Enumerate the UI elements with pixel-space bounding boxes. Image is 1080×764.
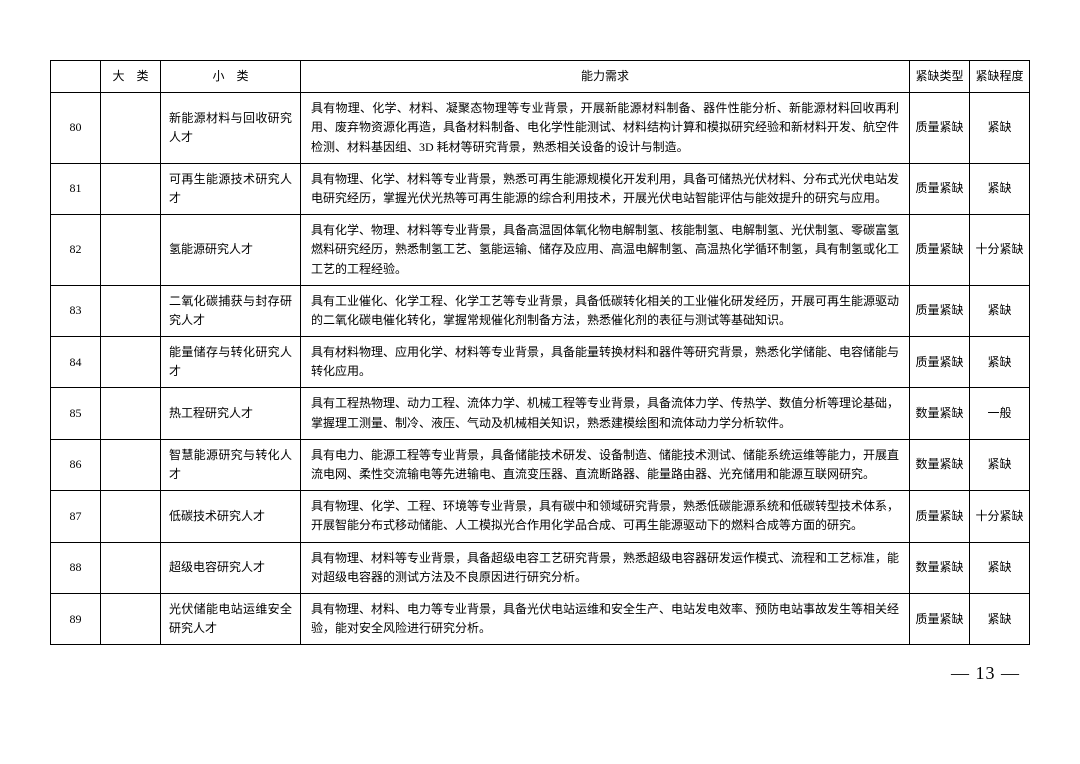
cell-type: 质量紧缺 (910, 93, 970, 164)
cell-index: 82 (51, 215, 101, 286)
cell-minor: 光伏储能电站运维安全研究人才 (161, 593, 301, 644)
cell-degree: 紧缺 (970, 285, 1030, 336)
table-row: 84 能量储存与转化研究人才具有材料物理、应用化学、材料等专业背景，具备能量转换材… (51, 337, 1030, 388)
cell-degree: 十分紧缺 (970, 491, 1030, 542)
header-requirement: 能力需求 (301, 61, 910, 93)
cell-degree: 紧缺 (970, 163, 1030, 214)
header-major: 大 类 (101, 61, 161, 93)
cell-minor: 智慧能源研究与转化人才 (161, 439, 301, 490)
cell-type: 质量紧缺 (910, 215, 970, 286)
cell-major (101, 285, 161, 336)
cell-degree: 紧缺 (970, 542, 1030, 593)
cell-index: 87 (51, 491, 101, 542)
cell-major (101, 337, 161, 388)
page-number: — 13 — (951, 663, 1020, 684)
cell-degree: 十分紧缺 (970, 215, 1030, 286)
cell-degree: 紧缺 (970, 593, 1030, 644)
cell-type: 质量紧缺 (910, 593, 970, 644)
table-row: 83 二氧化碳捕获与封存研究人才具有工业催化、化学工程、化学工艺等专业背景，具备低… (51, 285, 1030, 336)
cell-index: 84 (51, 337, 101, 388)
cell-minor: 氢能源研究人才 (161, 215, 301, 286)
cell-minor: 低碳技术研究人才 (161, 491, 301, 542)
cell-major (101, 542, 161, 593)
page-container: 大 类 小 类 能力需求 紧缺类型 紧缺程度 80新能源材料与回收研究人才具有物… (0, 0, 1080, 675)
cell-major (101, 593, 161, 644)
cell-major (101, 163, 161, 214)
table-header: 大 类 小 类 能力需求 紧缺类型 紧缺程度 (51, 61, 1030, 93)
cell-index: 81 (51, 163, 101, 214)
table-row: 88 超级电容研究人才具有物理、材料等专业背景，具备超级电容工艺研究背景，熟悉超级… (51, 542, 1030, 593)
cell-requirement: 具有物理、化学、材料等专业背景，熟悉可再生能源规模化开发利用，具备可储热光伏材料… (301, 163, 910, 214)
table-row: 86 智慧能源研究与转化人才具有电力、能源工程等专业背景，具备储能技术研发、设备制… (51, 439, 1030, 490)
cell-index: 85 (51, 388, 101, 439)
cell-requirement: 具有电力、能源工程等专业背景，具备储能技术研发、设备制造、储能技术测试、储能系统… (301, 439, 910, 490)
table-row: 85 热工程研究人才具有工程热物理、动力工程、流体力学、机械工程等专业背景，具备流… (51, 388, 1030, 439)
cell-major (101, 439, 161, 490)
cell-index: 89 (51, 593, 101, 644)
cell-type: 质量紧缺 (910, 163, 970, 214)
header-minor: 小 类 (161, 61, 301, 93)
header-blank (51, 61, 101, 93)
table-row: 89 光伏储能电站运维安全研究人才具有物理、材料、电力等专业背景，具备光伏电站运维… (51, 593, 1030, 644)
cell-index: 86 (51, 439, 101, 490)
cell-minor: 新能源材料与回收研究人才 (161, 93, 301, 164)
cell-type: 数量紧缺 (910, 439, 970, 490)
talent-table: 大 类 小 类 能力需求 紧缺类型 紧缺程度 80新能源材料与回收研究人才具有物… (50, 60, 1030, 645)
table-row: 87 低碳技术研究人才具有物理、化学、工程、环境等专业背景，具有碳中和领域研究背景… (51, 491, 1030, 542)
cell-major (101, 491, 161, 542)
cell-degree: 一般 (970, 388, 1030, 439)
cell-major (101, 388, 161, 439)
table-row: 81 可再生能源技术研究人才具有物理、化学、材料等专业背景，熟悉可再生能源规模化开… (51, 163, 1030, 214)
cell-index: 83 (51, 285, 101, 336)
header-degree: 紧缺程度 (970, 61, 1030, 93)
cell-type: 质量紧缺 (910, 285, 970, 336)
cell-requirement: 具有物理、材料等专业背景，具备超级电容工艺研究背景，熟悉超级电容器研发运作模式、… (301, 542, 910, 593)
table-row: 80 新能源材料与回收研究人才具有物理、化学、材料、凝聚态物理等专业背景，开展新能… (51, 93, 1030, 164)
cell-minor: 热工程研究人才 (161, 388, 301, 439)
cell-type: 质量紧缺 (910, 491, 970, 542)
cell-degree: 紧缺 (970, 337, 1030, 388)
cell-type: 数量紧缺 (910, 388, 970, 439)
cell-requirement: 具有工业催化、化学工程、化学工艺等专业背景，具备低碳转化相关的工业催化研发经历，… (301, 285, 910, 336)
cell-requirement: 具有材料物理、应用化学、材料等专业背景，具备能量转换材料和器件等研究背景，熟悉化… (301, 337, 910, 388)
cell-type: 质量紧缺 (910, 337, 970, 388)
cell-requirement: 具有物理、化学、工程、环境等专业背景，具有碳中和领域研究背景，熟悉低碳能源系统和… (301, 491, 910, 542)
cell-major (101, 93, 161, 164)
cell-index: 88 (51, 542, 101, 593)
cell-degree: 紧缺 (970, 93, 1030, 164)
cell-minor: 超级电容研究人才 (161, 542, 301, 593)
cell-major (101, 215, 161, 286)
table-row: 82 氢能源研究人才具有化学、物理、材料等专业背景，具备高温固体氧化物电解制氢、核… (51, 215, 1030, 286)
cell-type: 数量紧缺 (910, 542, 970, 593)
cell-minor: 可再生能源技术研究人才 (161, 163, 301, 214)
cell-requirement: 具有工程热物理、动力工程、流体力学、机械工程等专业背景，具备流体力学、传热学、数… (301, 388, 910, 439)
cell-requirement: 具有化学、物理、材料等专业背景，具备高温固体氧化物电解制氢、核能制氢、电解制氢、… (301, 215, 910, 286)
cell-minor: 二氧化碳捕获与封存研究人才 (161, 285, 301, 336)
cell-minor: 能量储存与转化研究人才 (161, 337, 301, 388)
cell-degree: 紧缺 (970, 439, 1030, 490)
table-body: 80 新能源材料与回收研究人才具有物理、化学、材料、凝聚态物理等专业背景，开展新能… (51, 93, 1030, 645)
cell-requirement: 具有物理、化学、材料、凝聚态物理等专业背景，开展新能源材料制备、器件性能分析、新… (301, 93, 910, 164)
cell-requirement: 具有物理、材料、电力等专业背景，具备光伏电站运维和安全生产、电站发电效率、预防电… (301, 593, 910, 644)
header-type: 紧缺类型 (910, 61, 970, 93)
cell-index: 80 (51, 93, 101, 164)
